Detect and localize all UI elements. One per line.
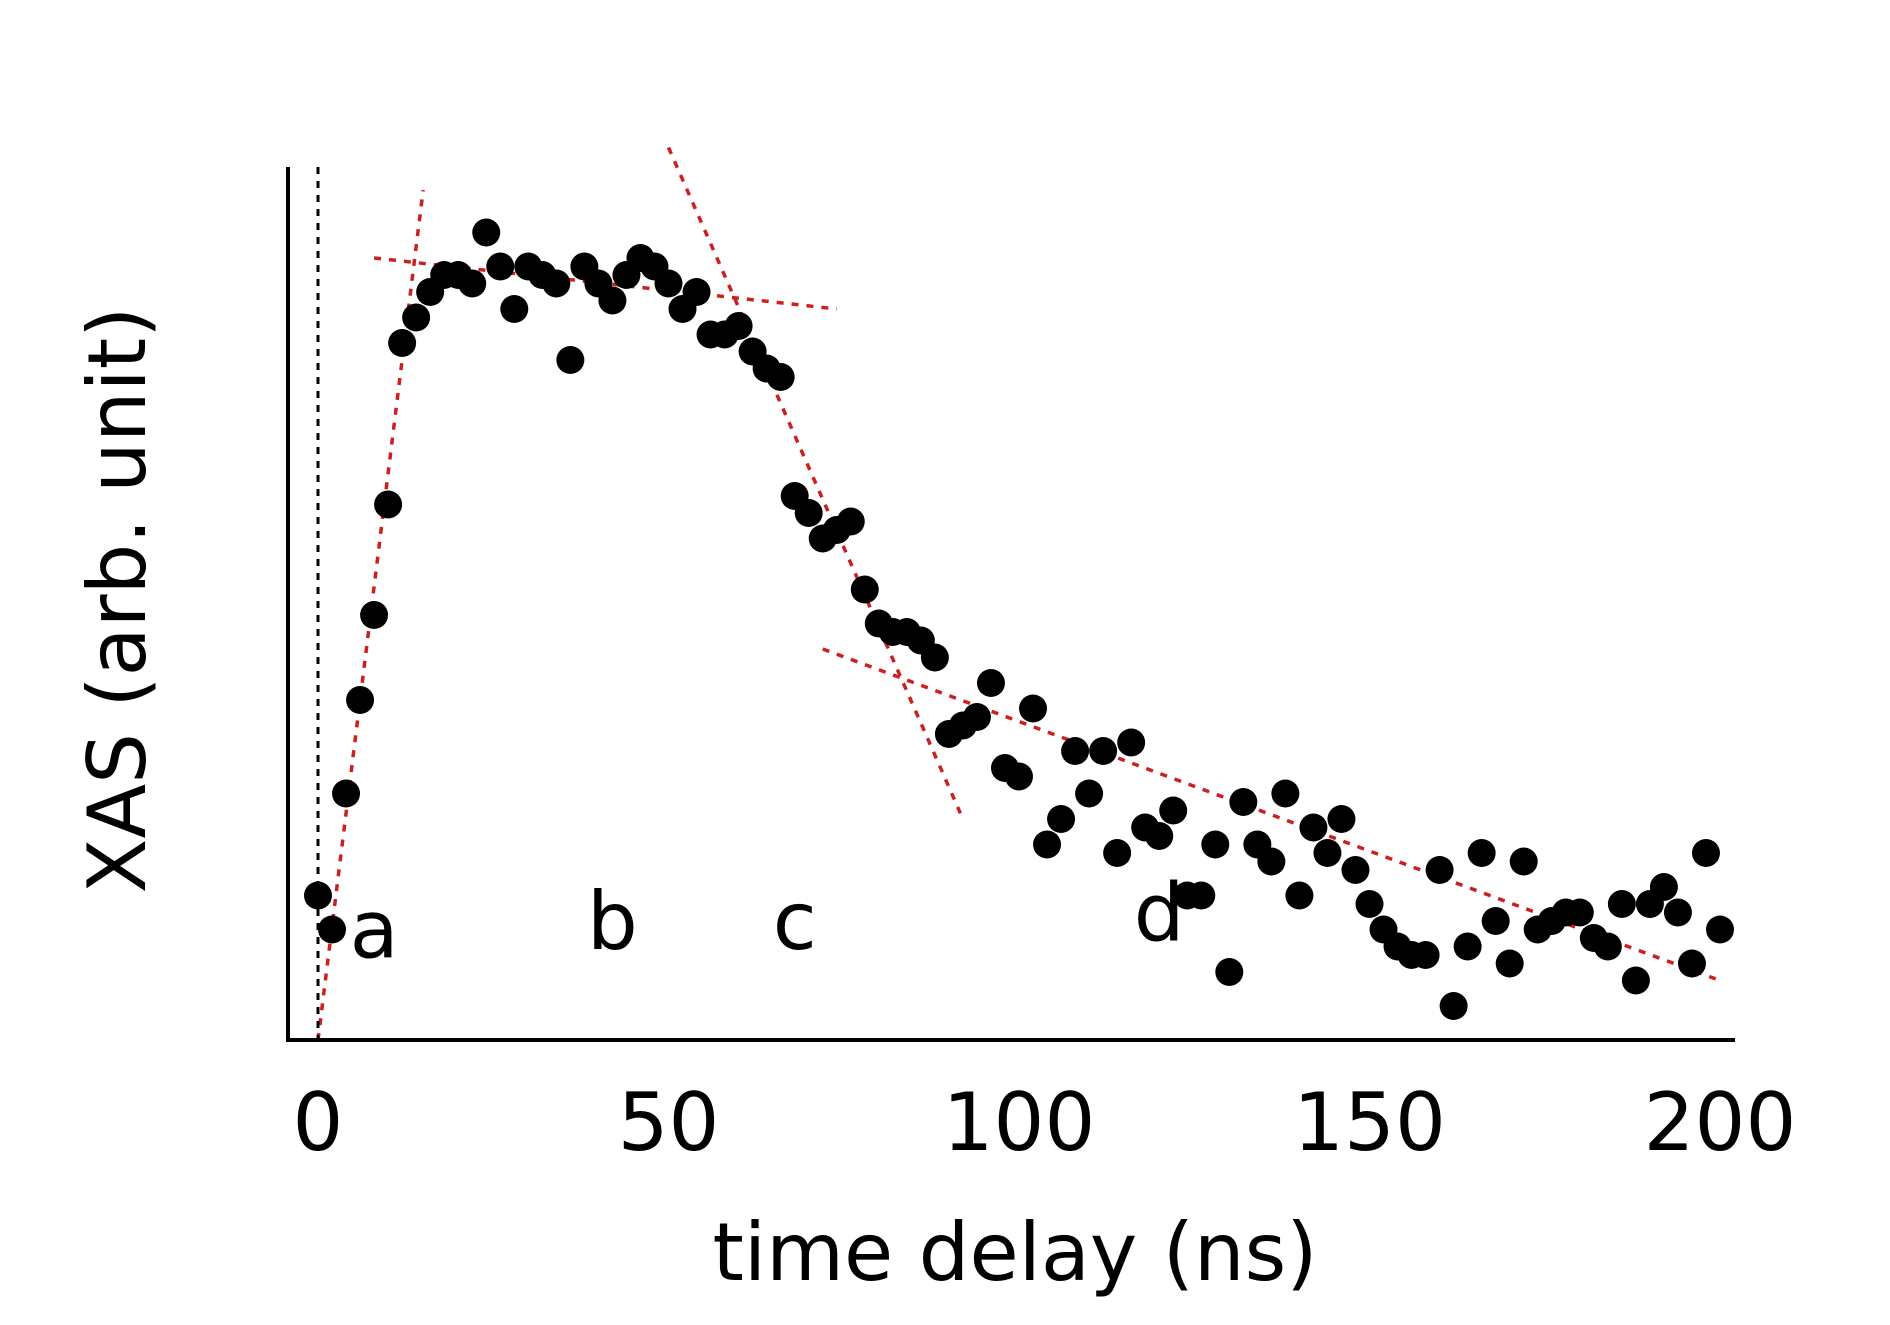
x-tick-labels: 0 50 100 150 200 [293, 1076, 1797, 1169]
data-point [1187, 881, 1216, 910]
y-axis-title: XAS (arb. unit) [71, 307, 164, 894]
data-point [654, 269, 683, 298]
region-label-b: b [587, 875, 638, 968]
data-point [556, 346, 585, 374]
region-label-a: a [350, 884, 399, 977]
data-point [1425, 856, 1454, 884]
data-point [1285, 881, 1314, 910]
data-point [1439, 992, 1468, 1020]
data-point [472, 218, 501, 247]
data-point [850, 575, 879, 604]
data-point [1159, 796, 1188, 825]
data-point [962, 703, 991, 731]
data-point [1201, 830, 1230, 859]
data-point [304, 881, 332, 910]
data-point [1327, 805, 1356, 833]
data-point [598, 286, 627, 315]
data-point [1075, 779, 1104, 808]
data-point [332, 779, 361, 808]
data-point [920, 643, 949, 672]
data-point [388, 329, 417, 357]
data-point [1341, 856, 1370, 884]
data-point [1481, 907, 1510, 935]
region-labels: a b c d [350, 867, 1185, 977]
data-point [402, 303, 431, 332]
x-tick-label: 50 [618, 1076, 720, 1169]
data-point [1299, 813, 1328, 842]
data-point [836, 507, 865, 536]
data-point [1229, 788, 1258, 816]
data-point [1215, 958, 1244, 986]
data-point [1271, 779, 1300, 808]
data-point [1313, 839, 1342, 867]
fit-line-c [666, 146, 965, 820]
data-point [1355, 890, 1384, 918]
data-point [724, 312, 753, 340]
data-point [1089, 737, 1118, 765]
data-point [1047, 805, 1076, 833]
data-point [1649, 873, 1678, 901]
fit-lines [316, 146, 1721, 1041]
data-point [1663, 898, 1692, 927]
region-label-d: d [1134, 867, 1185, 960]
data-point [1706, 915, 1734, 944]
data-points [304, 218, 1734, 1020]
data-point [486, 252, 515, 281]
data-point [1453, 932, 1482, 961]
data-point [794, 499, 823, 527]
data-point [346, 686, 375, 714]
data-point [1103, 839, 1132, 867]
x-tick-label: 200 [1644, 1076, 1797, 1169]
data-point [1145, 822, 1174, 850]
data-point [500, 295, 529, 323]
data-point [1691, 839, 1720, 867]
data-point [1117, 728, 1146, 757]
data-point [1061, 737, 1090, 765]
data-point [318, 915, 347, 944]
data-point [1607, 890, 1636, 918]
data-point [374, 490, 403, 519]
data-point [1593, 932, 1622, 961]
data-point [1257, 847, 1286, 876]
data-point [1495, 949, 1524, 978]
data-point [458, 269, 487, 298]
x-tick-label: 100 [943, 1076, 1096, 1169]
data-point [1411, 941, 1440, 969]
data-point [766, 363, 795, 391]
data-point [542, 269, 571, 298]
data-point [1005, 762, 1033, 791]
data-point [1621, 966, 1650, 995]
x-axis-title: time delay (ns) [713, 1206, 1318, 1299]
x-tick-label: 150 [1293, 1076, 1446, 1169]
data-point [1019, 694, 1048, 723]
data-point [976, 669, 1005, 697]
data-point [1565, 898, 1594, 927]
data-point [1509, 847, 1538, 876]
data-point [360, 601, 389, 629]
data-point [1033, 830, 1062, 859]
x-tick-label: 0 [293, 1076, 344, 1169]
region-label-c: c [773, 875, 817, 968]
data-point [1677, 949, 1706, 978]
data-point [1467, 839, 1496, 867]
data-point [682, 278, 711, 306]
